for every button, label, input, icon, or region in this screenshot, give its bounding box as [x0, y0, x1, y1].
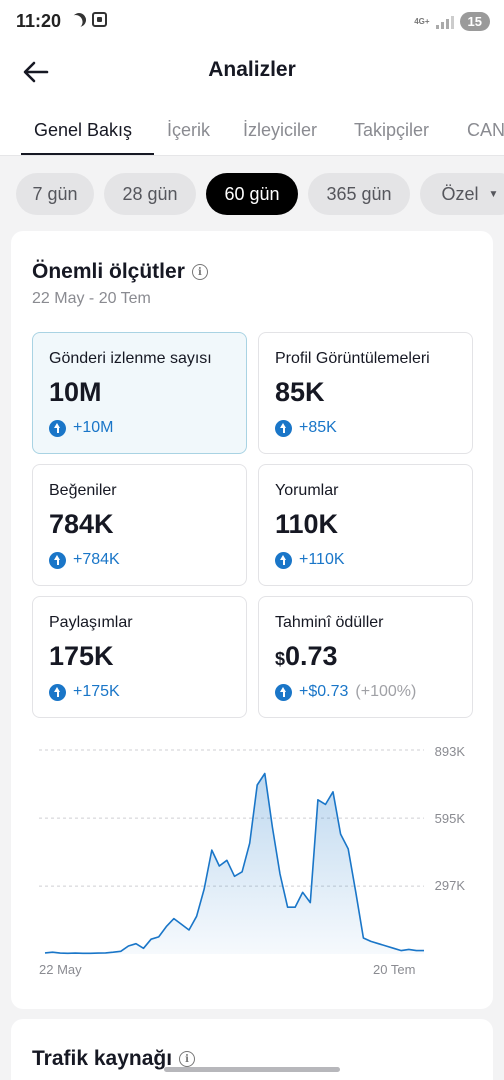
status-icons: [72, 12, 107, 27]
metric-label: Beğeniler: [49, 482, 117, 499]
arrow-up-icon: [275, 419, 292, 437]
x-tick-label: 22 May: [39, 962, 82, 977]
metric-change-percent: (+100%): [355, 683, 417, 700]
metric-change: +$0.73 (+100%): [275, 683, 416, 701]
chip-label: 60 gün: [224, 183, 280, 204]
active-tab-indicator: [21, 153, 154, 155]
metric-value: $0.73: [275, 641, 338, 672]
arrow-up-icon: [49, 683, 66, 701]
traffic-source-card: Trafik kaynağı i: [11, 1019, 493, 1080]
y-tick-label: 595K: [434, 811, 465, 826]
metric-shares[interactable]: Paylaşımlar 175K +175K: [32, 596, 247, 718]
metric-change-text: +85K: [299, 419, 337, 436]
metric-value-number: 0.73: [285, 641, 338, 671]
metric-estimated-rewards[interactable]: Tahminî ödüller $0.73 +$0.73 (+100%): [258, 596, 473, 718]
section-title-text: Önemli ölçütler: [32, 260, 185, 283]
metric-label: Profil Görüntülemeleri: [275, 350, 430, 367]
info-icon[interactable]: i: [179, 1051, 196, 1067]
battery-badge: 15: [459, 12, 490, 31]
metric-change: +175K: [49, 683, 120, 701]
arrow-up-icon: [49, 551, 66, 569]
tab-live[interactable]: CANLI: [467, 120, 504, 140]
section-title: Önemli ölçütler i: [32, 260, 208, 284]
section-title-text: Trafik kaynağı: [32, 1047, 173, 1070]
chip-label: 28 gün: [122, 183, 178, 204]
metric-value: 10M: [49, 377, 102, 407]
metric-change: +110K: [275, 551, 345, 569]
metric-change-text: +175K: [73, 683, 120, 700]
arrow-up-icon: [275, 551, 292, 569]
chart-canvas: [39, 749, 424, 955]
metric-change-text: +$0.73: [299, 683, 349, 700]
home-indicator: [164, 1067, 340, 1072]
arrow-up-icon: [275, 683, 292, 701]
tab-overview[interactable]: Genel Bakış: [34, 120, 133, 140]
date-range-chips: 7 gün 28 gün 60 gün 365 gün Özel ▼: [0, 156, 504, 232]
chip-custom[interactable]: Özel ▼: [420, 173, 504, 215]
chevron-down-icon: ▼: [488, 188, 499, 200]
page-title: Analizler: [208, 58, 296, 81]
views-chart[interactable]: 893K 595K 297K 22 May 20 Tem: [11, 736, 493, 986]
chart-area: [45, 773, 424, 954]
x-tick-label: 20 Tem: [373, 962, 416, 977]
app-header: Analizler: [0, 44, 504, 100]
back-arrow-icon[interactable]: [20, 56, 52, 88]
tab-viewers[interactable]: İzleyiciler: [243, 120, 318, 140]
chip-label: Özel: [441, 183, 479, 204]
metric-change-text: +10M: [73, 419, 114, 436]
metric-label: Paylaşımlar: [49, 614, 133, 631]
currency-symbol: $: [275, 649, 286, 669]
metric-label: Tahminî ödüller: [275, 614, 384, 631]
status-time: 11:20: [16, 11, 62, 31]
metric-value: 110K: [275, 509, 339, 539]
metric-likes[interactable]: Beğeniler 784K +784K: [32, 464, 247, 586]
y-tick-label: 893K: [434, 744, 465, 759]
metric-change: +10M: [49, 419, 113, 437]
metric-post-views[interactable]: Gönderi izlenme sayısı 10M +10M: [32, 332, 247, 454]
signal-icon: [435, 15, 454, 29]
chart-line: [44, 772, 424, 955]
chip-60-days[interactable]: 60 gün: [206, 173, 298, 215]
section-title: Trafik kaynağı i: [32, 1047, 196, 1071]
chip-label: 7 gün: [32, 183, 78, 204]
chip-7-days[interactable]: 7 gün: [16, 173, 94, 215]
tab-content[interactable]: İçerik: [167, 120, 211, 140]
tab-followers[interactable]: Takipçiler: [354, 120, 430, 140]
network-label: 4G+: [414, 16, 430, 26]
metric-value: 175K: [49, 641, 114, 671]
status-bar: 11:20 4G+ 15: [0, 0, 504, 44]
metric-value: 784K: [49, 509, 114, 539]
metric-comments[interactable]: Yorumlar 110K +110K: [258, 464, 473, 586]
date-range-label: 22 May - 20 Tem: [32, 290, 151, 307]
metric-value: 85K: [275, 377, 325, 407]
metric-change-text: +784K: [73, 551, 120, 568]
metric-change: +784K: [49, 551, 120, 569]
chip-365-days[interactable]: 365 gün: [308, 173, 410, 215]
metric-change: +85K: [275, 419, 337, 437]
status-right: 4G+ 15: [414, 12, 490, 31]
key-metrics-card: Önemli ölçütler i 22 May - 20 Tem Gönder…: [11, 231, 493, 1009]
screen-record-icon: [92, 12, 107, 27]
arrow-up-icon: [49, 419, 66, 437]
metric-change-text: +110K: [299, 551, 345, 568]
tab-bar: Genel Bakış İçerik İzleyiciler Takipçile…: [0, 100, 504, 156]
chip-label: 365 gün: [326, 183, 392, 204]
metric-label: Gönderi izlenme sayısı: [49, 350, 212, 367]
metric-label: Yorumlar: [275, 482, 339, 499]
metric-profile-views[interactable]: Profil Görüntülemeleri 85K +85K: [258, 332, 473, 454]
chip-28-days[interactable]: 28 gün: [104, 173, 196, 215]
moon-icon: [69, 10, 88, 29]
y-tick-label: 297K: [434, 878, 465, 893]
info-icon[interactable]: i: [191, 264, 208, 280]
